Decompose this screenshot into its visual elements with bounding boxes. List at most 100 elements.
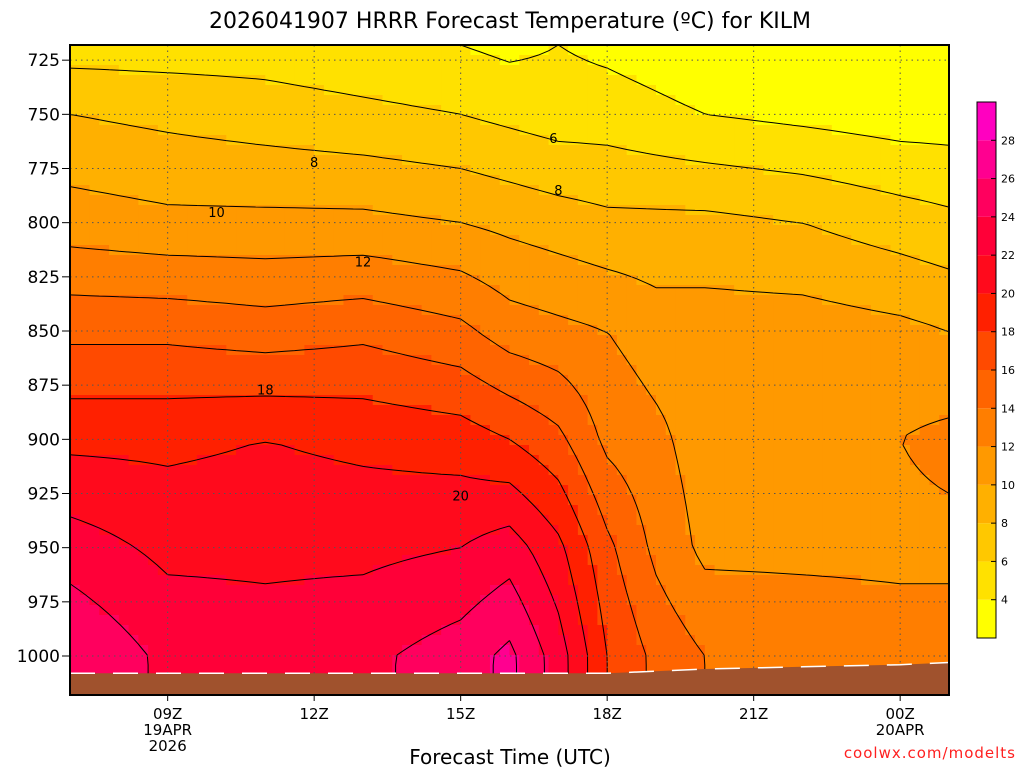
temperature-cell xyxy=(79,215,91,226)
temperature-cell xyxy=(665,75,677,86)
temperature-cell xyxy=(831,115,843,126)
temperature-cell xyxy=(304,335,315,346)
temperature-cell xyxy=(890,65,901,76)
temperature-cell xyxy=(431,415,442,426)
temperature-cell xyxy=(167,455,179,466)
temperature-cell xyxy=(460,335,472,346)
temperature-cell xyxy=(363,505,374,516)
temperature-cell xyxy=(206,265,218,276)
temperature-cell xyxy=(167,225,179,236)
temperature-cell xyxy=(421,365,432,376)
temperature-cell xyxy=(822,215,833,226)
temperature-cell xyxy=(656,185,667,196)
temperature-cell xyxy=(626,465,638,476)
temperature-cell xyxy=(265,355,276,366)
temperature-cell xyxy=(909,475,921,486)
temperature-cell xyxy=(548,115,559,126)
temperature-cell xyxy=(724,255,735,266)
temperature-cell xyxy=(177,375,188,386)
temperature-cell xyxy=(509,495,520,506)
temperature-cell xyxy=(734,505,745,516)
temperature-cell xyxy=(636,205,647,216)
temperature-cell xyxy=(450,255,462,266)
temperature-cell xyxy=(880,215,891,226)
temperature-cell xyxy=(255,125,266,136)
temperature-cell xyxy=(314,65,325,76)
temperature-cell xyxy=(450,575,462,586)
temperature-cell xyxy=(138,445,149,456)
temperature-cell xyxy=(851,145,862,156)
temperature-cell xyxy=(509,175,520,186)
temperature-cell xyxy=(489,235,501,246)
temperature-cell xyxy=(109,495,120,506)
temperature-cell xyxy=(704,405,716,416)
temperature-cell xyxy=(782,375,794,386)
temperature-cell xyxy=(343,205,354,216)
temperature-cell xyxy=(734,355,745,366)
temperature-cell xyxy=(558,575,569,586)
temperature-cell xyxy=(616,125,628,136)
temperature-cell xyxy=(70,515,81,526)
temperature-cell xyxy=(724,355,735,366)
temperature-cell xyxy=(509,265,520,276)
temperature-cell xyxy=(538,495,550,506)
temperature-cell xyxy=(157,325,169,336)
temperature-cell xyxy=(99,365,110,376)
temperature-cell xyxy=(343,465,354,476)
temperature-cell xyxy=(89,235,100,246)
temperature-cell xyxy=(236,345,247,356)
temperature-cell xyxy=(695,375,706,386)
temperature-cell xyxy=(636,495,647,506)
temperature-cell xyxy=(128,145,139,156)
temperature-cell xyxy=(314,125,325,136)
temperature-cell xyxy=(480,155,491,166)
temperature-cell xyxy=(70,115,81,126)
temperature-cell xyxy=(900,455,911,466)
temperature-cell xyxy=(802,465,813,476)
temperature-cell xyxy=(236,545,247,556)
temperature-cell xyxy=(216,535,227,546)
temperature-cell xyxy=(489,595,501,606)
temperature-cell xyxy=(900,65,911,76)
temperature-cell xyxy=(304,405,315,416)
temperature-cell xyxy=(626,385,638,396)
temperature-cell xyxy=(284,235,296,246)
temperature-cell xyxy=(782,45,794,56)
temperature-cell xyxy=(148,165,159,176)
temperature-cell xyxy=(167,125,179,136)
temperature-cell xyxy=(499,385,511,396)
temperature-cell xyxy=(353,475,364,486)
temperature-cell xyxy=(695,65,706,76)
temperature-cell xyxy=(734,175,745,186)
chart-title: 2026041907 HRRR Forecast Temperature (ºC… xyxy=(209,9,811,34)
temperature-cell xyxy=(773,55,784,66)
temperature-cell xyxy=(861,585,872,596)
temperature-cell xyxy=(314,445,325,456)
temperature-cell xyxy=(294,455,305,466)
temperature-cell xyxy=(265,165,276,176)
temperature-cell xyxy=(714,465,725,476)
temperature-cell xyxy=(489,295,501,306)
temperature-cell xyxy=(880,345,891,356)
temperature-cell xyxy=(753,195,765,206)
temperature-cell xyxy=(939,385,949,396)
temperature-cell xyxy=(441,535,452,546)
temperature-cell xyxy=(206,525,218,536)
temperature-cell xyxy=(851,485,862,496)
temperature-cell xyxy=(343,255,354,266)
temperature-cell xyxy=(861,245,872,256)
temperature-cell xyxy=(79,425,91,436)
temperature-cell xyxy=(763,245,774,256)
temperature-cell xyxy=(284,575,296,586)
temperature-cell xyxy=(470,55,481,66)
temperature-cell xyxy=(724,575,735,586)
temperature-cell xyxy=(841,125,852,136)
temperature-cell xyxy=(763,375,774,386)
temperature-cell xyxy=(138,295,149,306)
temperature-cell xyxy=(79,165,91,176)
temperature-cell xyxy=(685,395,696,406)
temperature-cell xyxy=(870,425,882,436)
temperature-cell xyxy=(714,575,725,586)
temperature-cell xyxy=(167,445,179,456)
temperature-cell xyxy=(851,285,862,296)
